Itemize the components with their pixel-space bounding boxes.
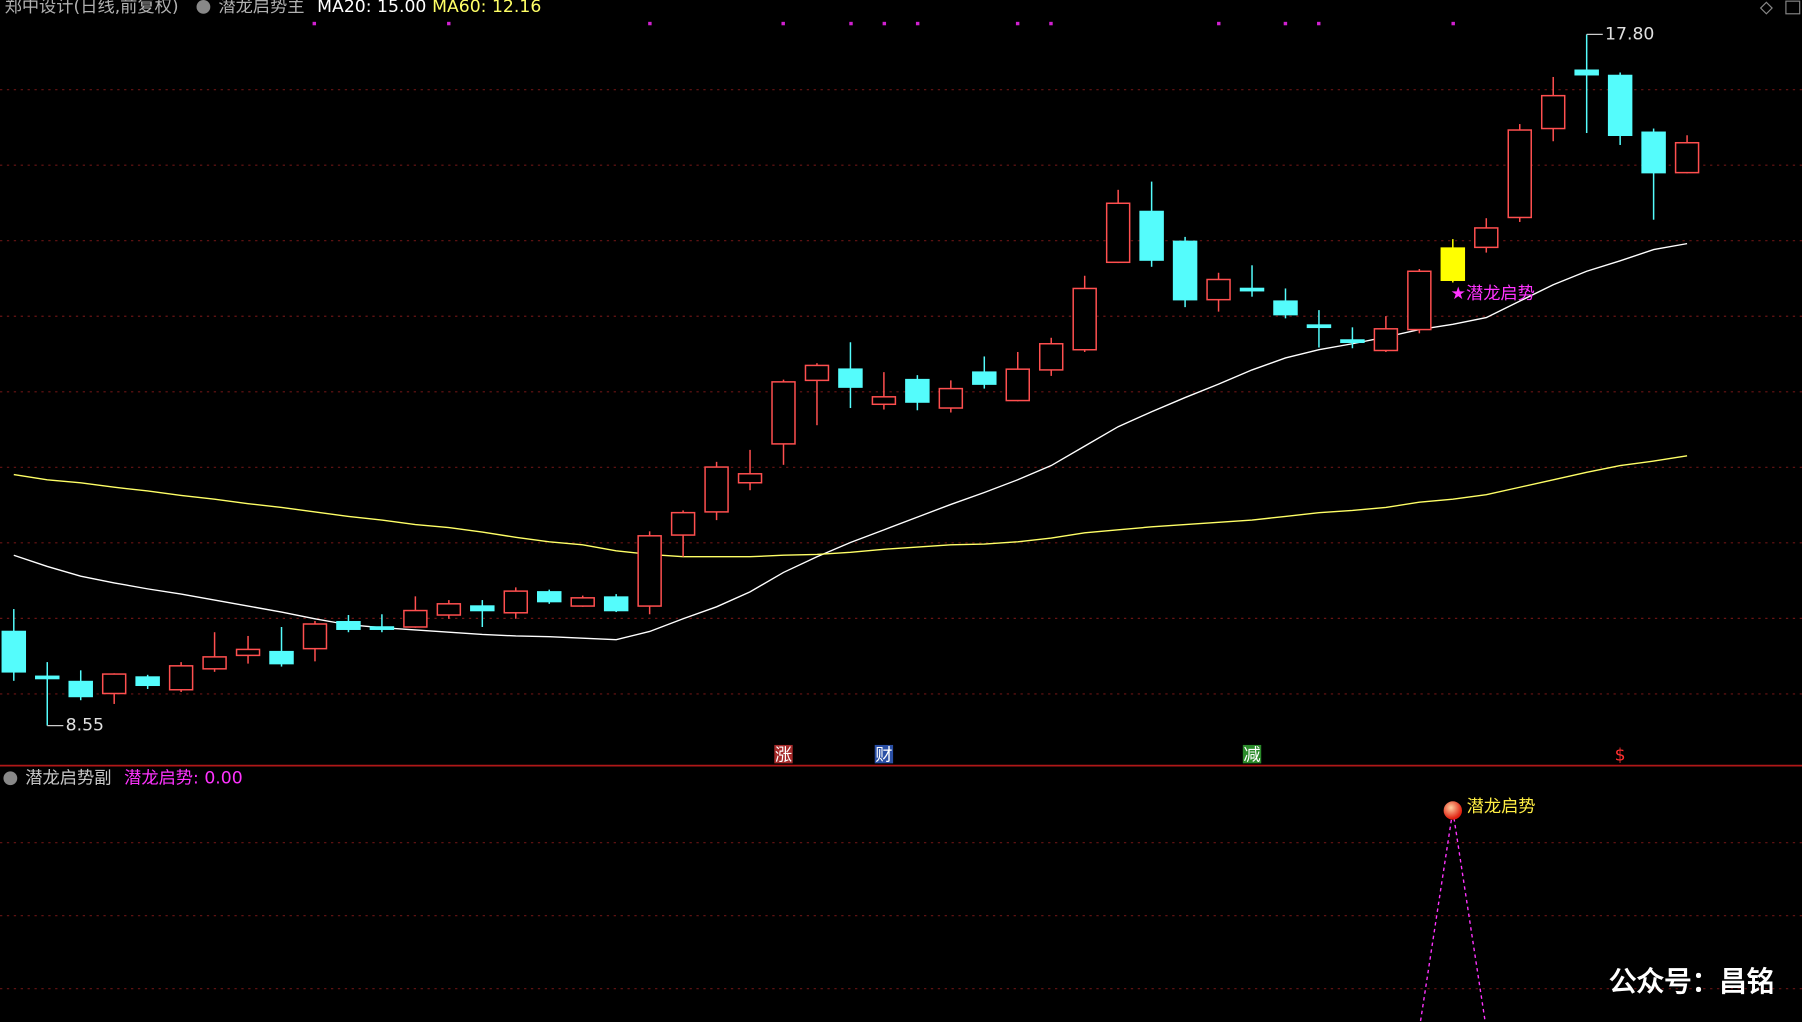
- event-label: 减: [1243, 745, 1260, 765]
- candle-body: [570, 597, 595, 607]
- candle-body: [35, 675, 60, 680]
- event-badge: [1242, 744, 1262, 764]
- candle-body: [470, 605, 495, 612]
- candle-body: [1641, 131, 1666, 174]
- candle-body: [1, 630, 27, 673]
- candle-body: [336, 621, 361, 630]
- candle-body: [168, 665, 194, 691]
- candle-body: [1105, 202, 1131, 264]
- candle-body: [704, 466, 729, 513]
- toggle-icon[interactable]: [196, 0, 211, 14]
- candle-body: [804, 364, 830, 382]
- candle-body: [737, 473, 763, 484]
- event-label: $: [1615, 745, 1626, 765]
- candle-body: [1340, 339, 1365, 344]
- candle-body: [1206, 278, 1231, 301]
- peak-label: 潜龙启势: [1467, 797, 1536, 817]
- candle-body: [1407, 270, 1432, 331]
- candle-body: [403, 609, 428, 628]
- legend-ma20: MA20: 15.00: [317, 0, 426, 17]
- candle-body: [1674, 141, 1700, 174]
- extreme-label: 17.80: [1605, 24, 1654, 44]
- candle-body: [1239, 287, 1265, 292]
- candle-body: [369, 626, 395, 630]
- event-label: 涨: [775, 745, 792, 765]
- candle-body: [1072, 287, 1097, 351]
- candle-body: [1373, 328, 1399, 352]
- candle-body: [202, 656, 227, 670]
- candle-body: [1139, 210, 1164, 261]
- candle-body: [503, 590, 529, 614]
- candle-body: [771, 381, 796, 445]
- candle-body: [871, 396, 897, 406]
- event-badge: [874, 744, 894, 764]
- candle-body: [603, 596, 629, 612]
- ma-line: [13, 455, 1688, 558]
- ma-line: [13, 242, 1688, 641]
- candle-body: [1540, 94, 1566, 130]
- signal-dots: [312, 21, 1455, 26]
- candle-body: [1038, 343, 1064, 371]
- candle-body: [101, 673, 127, 695]
- chart-title: 潜龙启势主: [218, 0, 304, 17]
- candle-body: [68, 680, 93, 698]
- event-badge: [1610, 744, 1630, 764]
- window-icon[interactable]: [1785, 0, 1801, 15]
- sub-title: 潜龙启势副: [25, 768, 111, 788]
- candle-body: [1507, 129, 1532, 219]
- candle-body: [637, 535, 662, 607]
- signal-ball: [1443, 801, 1463, 820]
- candle-body: [436, 603, 462, 616]
- candle-body: [1005, 368, 1031, 402]
- candle-body: [1273, 300, 1298, 316]
- legend-ma60: MA60: 12.16: [432, 0, 541, 17]
- candle-body: [1440, 247, 1466, 281]
- event-badge: [774, 744, 793, 764]
- candle-body: [972, 371, 997, 385]
- candle-body: [1574, 69, 1599, 76]
- candle-body: [905, 378, 930, 403]
- toggle-icon[interactable]: [3, 771, 18, 786]
- candle-body: [302, 623, 328, 650]
- subtitle: 郑中设计(日线,前复权): [5, 0, 179, 17]
- candle-body: [537, 591, 562, 603]
- watermark: 公众号：昌铭: [1609, 965, 1774, 998]
- diamond-icon[interactable]: [1759, 1, 1773, 15]
- candle-body: [938, 387, 964, 409]
- candle-body: [269, 650, 294, 665]
- candle-body: [235, 648, 261, 657]
- candle-body: [135, 676, 160, 687]
- candle-body: [1474, 227, 1499, 249]
- signal-label: ★潜龙启势: [1451, 284, 1535, 304]
- sub-legend: 潜龙启势: 0.00: [124, 768, 243, 788]
- candle-body: [838, 368, 863, 388]
- event-label: 财: [875, 745, 892, 765]
- candle-body: [1607, 74, 1633, 137]
- candle-body: [1172, 240, 1198, 301]
- extreme-label: 8.55: [66, 716, 104, 736]
- candle-body: [670, 511, 696, 536]
- candle-body: [1306, 324, 1332, 329]
